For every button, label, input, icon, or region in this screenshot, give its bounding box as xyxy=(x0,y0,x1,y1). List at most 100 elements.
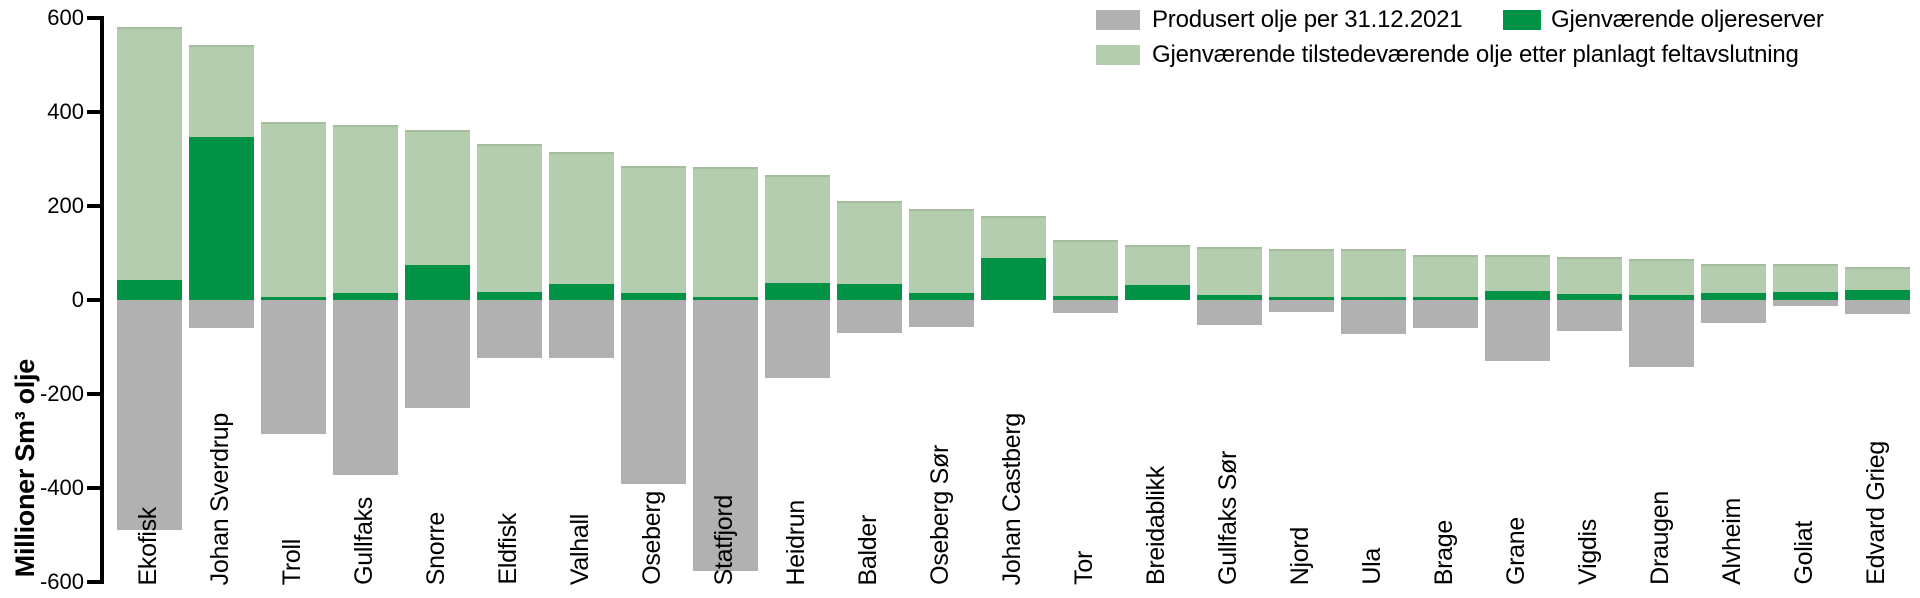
bar-produced-Troll xyxy=(261,300,326,435)
bar-remaining-Ekofisk xyxy=(117,27,182,280)
bar-remaining-Johan Castberg xyxy=(981,216,1046,258)
bar-reserves-Njord xyxy=(1269,296,1334,300)
bar-produced-Alvheim xyxy=(1701,300,1766,324)
category-label-Heidrun: Heidrun xyxy=(781,499,810,585)
category-label-Oseberg Sør: Oseberg Sør xyxy=(925,445,954,585)
bar-produced-Heidrun xyxy=(765,300,830,379)
y-tick-label: 600 xyxy=(47,5,84,30)
category-label-Johan Castberg: Johan Castberg xyxy=(997,412,1026,585)
legend-swatch-produced xyxy=(1096,10,1140,30)
bar-remaining-Tor xyxy=(1053,239,1118,297)
y-tick xyxy=(87,204,101,208)
bar-remaining-Grane xyxy=(1485,255,1550,291)
bar-remaining-Johan Sverdrup xyxy=(189,45,254,137)
bar-remaining-Edvard Grieg xyxy=(1845,267,1910,290)
bar-remaining-Vigdis xyxy=(1557,257,1622,295)
bar-produced-Snorre xyxy=(405,300,470,409)
bar-reserves-Eldfisk xyxy=(477,291,542,300)
bar-remaining-Gullfaks Sør xyxy=(1197,246,1262,296)
y-tick-label: 200 xyxy=(47,193,84,218)
bar-reserves-Ekofisk xyxy=(117,279,182,300)
bar-remaining-Breidablikk xyxy=(1125,245,1190,285)
bar-remaining-Statfjord xyxy=(693,166,758,298)
y-tick-label: -200 xyxy=(39,381,84,406)
category-label-Edvard Grieg: Edvard Grieg xyxy=(1861,441,1890,585)
bar-remaining-Ula xyxy=(1341,249,1406,298)
bar-reserves-Edvard Grieg xyxy=(1845,289,1910,300)
bar-produced-Draugen xyxy=(1629,300,1694,368)
category-label-Tor: Tor xyxy=(1069,551,1098,585)
bar-produced-Johan Sverdrup xyxy=(189,300,254,328)
category-label-Ekofisk: Ekofisk xyxy=(133,506,162,585)
bar-reserves-Goliat xyxy=(1773,292,1838,300)
bar-reserves-Troll xyxy=(261,296,326,300)
bar-reserves-Oseberg Sør xyxy=(909,293,974,300)
bar-produced-Vigdis xyxy=(1557,300,1622,332)
legend-label-produced: Produsert olje per 31.12.2021 xyxy=(1152,6,1463,33)
legend-swatch-reserves xyxy=(1503,10,1541,30)
category-label-Grane: Grane xyxy=(1501,517,1530,585)
bar-produced-Oseberg Sør xyxy=(909,300,974,327)
legend-label-reserves: Gjenværende oljereserver xyxy=(1551,6,1824,33)
bar-reserves-Gullfaks Sør xyxy=(1197,295,1262,300)
bar-reserves-Balder xyxy=(837,283,902,300)
category-label-Ula: Ula xyxy=(1357,548,1386,585)
bar-produced-Ula xyxy=(1341,300,1406,334)
bar-remaining-Oseberg Sør xyxy=(909,209,974,294)
y-tick-label: 0 xyxy=(71,287,84,312)
bar-produced-Balder xyxy=(837,300,902,334)
category-label-Oseberg: Oseberg xyxy=(637,491,666,585)
y-axis-line xyxy=(100,16,104,584)
category-label-Johan Sverdrup: Johan Sverdrup xyxy=(205,412,234,585)
category-label-Gullfaks Sør: Gullfaks Sør xyxy=(1213,451,1242,585)
bar-reserves-Johan Sverdrup xyxy=(189,136,254,300)
bar-reserves-Draugen xyxy=(1629,295,1694,300)
bar-remaining-Gullfaks xyxy=(333,125,398,293)
bar-remaining-Eldfisk xyxy=(477,144,542,292)
bar-produced-Oseberg xyxy=(621,300,686,485)
category-label-Breidablikk: Breidablikk xyxy=(1141,466,1170,585)
y-tick xyxy=(87,110,101,114)
bar-reserves-Gullfaks xyxy=(333,292,398,300)
y-tick xyxy=(87,298,101,302)
bar-produced-Ekofisk xyxy=(117,300,182,531)
bar-remaining-Oseberg xyxy=(621,165,686,294)
bar-reserves-Heidrun xyxy=(765,282,830,300)
bar-reserves-Ula xyxy=(1341,297,1406,300)
bar-produced-Eldfisk xyxy=(477,300,542,358)
bar-produced-Statfjord xyxy=(693,300,758,571)
category-label-Snorre: Snorre xyxy=(421,511,450,585)
y-tick-label: 400 xyxy=(47,99,84,124)
bar-produced-Edvard Grieg xyxy=(1845,300,1910,315)
category-label-Valhall: Valhall xyxy=(565,513,594,585)
bar-remaining-Balder xyxy=(837,201,902,284)
bar-produced-Tor xyxy=(1053,300,1118,314)
bar-reserves-Oseberg xyxy=(621,293,686,300)
category-label-Balder: Balder xyxy=(853,514,882,585)
bar-remaining-Snorre xyxy=(405,129,470,266)
bar-remaining-Heidrun xyxy=(765,174,830,283)
bar-produced-Goliat xyxy=(1773,300,1838,307)
category-label-Goliat: Goliat xyxy=(1789,521,1818,585)
bar-reserves-Tor xyxy=(1053,296,1118,300)
bar-reserves-Breidablikk xyxy=(1125,284,1190,300)
bar-remaining-Alvheim xyxy=(1701,263,1766,294)
category-label-Statfjord: Statfjord xyxy=(709,494,738,585)
bar-reserves-Johan Castberg xyxy=(981,257,1046,300)
category-label-Vigdis: Vigdis xyxy=(1573,519,1602,585)
y-tick-label: -400 xyxy=(39,475,84,500)
category-label-Troll: Troll xyxy=(277,538,306,585)
bar-produced-Grane xyxy=(1485,300,1550,361)
bar-produced-Gullfaks Sør xyxy=(1197,300,1262,326)
category-label-Brage: Brage xyxy=(1429,519,1458,585)
bar-remaining-Goliat xyxy=(1773,263,1838,292)
y-tick xyxy=(87,392,101,396)
category-label-Njord: Njord xyxy=(1285,526,1314,585)
bar-reserves-Valhall xyxy=(549,284,614,300)
bar-reserves-Alvheim xyxy=(1701,293,1766,300)
bar-remaining-Njord xyxy=(1269,248,1334,297)
category-label-Eldfisk: Eldfisk xyxy=(493,513,522,585)
category-label-Draugen: Draugen xyxy=(1645,491,1674,585)
legend-swatch-remaining xyxy=(1096,45,1140,65)
